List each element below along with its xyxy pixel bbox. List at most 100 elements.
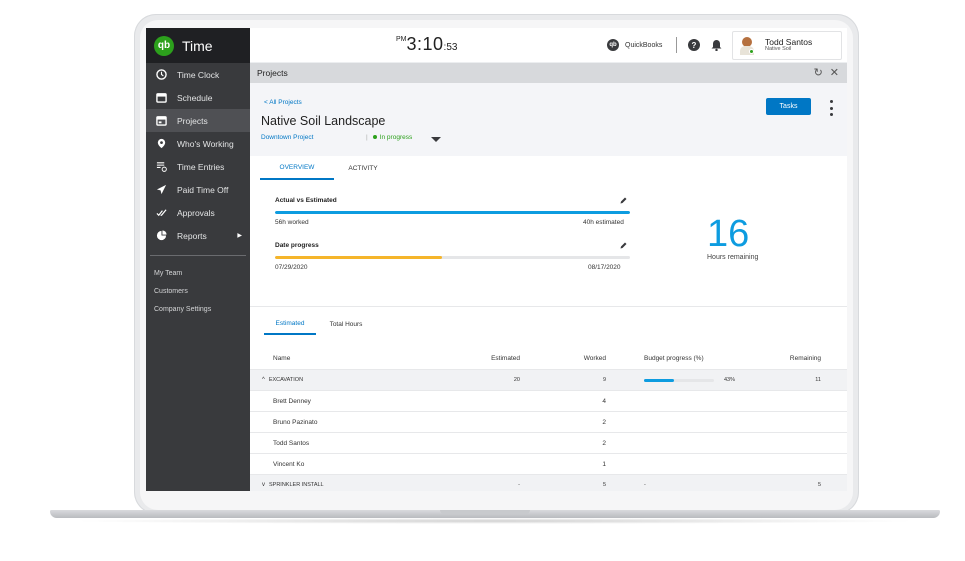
- cell-worked: 2: [602, 439, 606, 447]
- hours-remaining-label: Hours remaining: [707, 254, 759, 261]
- tab-activity[interactable]: ACTIVITY: [348, 164, 378, 172]
- sidebar-item-whos-working[interactable]: Who's Working: [146, 132, 250, 155]
- clock-icon: [155, 69, 167, 81]
- cell-name: Brett Denney: [273, 397, 311, 405]
- sidebar-item-reports[interactable]: Reports ▶: [146, 224, 250, 247]
- actual-vs-estimated-title: Actual vs Estimated: [275, 197, 337, 204]
- table-row[interactable]: Brett Denney 4: [250, 391, 847, 412]
- cell-estimated: 20: [513, 377, 520, 383]
- quickbooks-link[interactable]: qb QuickBooks: [607, 39, 662, 51]
- date-progress-title: Date progress: [275, 242, 319, 249]
- clock-seconds: :53: [443, 42, 458, 53]
- app-screen: qb Time Time Clock Schedule: [146, 28, 847, 491]
- budget-progress-fill: [644, 378, 675, 382]
- pie-chart-icon: [155, 230, 167, 242]
- hours-tabs: Estimated Total Hours: [264, 313, 376, 337]
- header-divider: [676, 37, 677, 53]
- project-panel: OVERVIEW ACTIVITY Actual vs Estimated 56…: [250, 156, 847, 491]
- user-menu[interactable]: Todd Santos Native Soil: [732, 31, 842, 60]
- time-entries-icon: [155, 161, 167, 173]
- quickbooks-icon: qb: [607, 39, 619, 51]
- top-header: PM3:10:53 qb QuickBooks ? Todd Santos Na…: [250, 28, 847, 63]
- sidebar-item-label: Time Clock: [177, 69, 220, 80]
- tab-overview[interactable]: OVERVIEW: [260, 156, 334, 180]
- table-row[interactable]: Bruno Pazinato 2: [250, 412, 847, 433]
- project-detail: < All Projects Native Soil Landscape Dow…: [250, 83, 847, 491]
- table-row-group[interactable]: v SPRINKLER INSTALL - 5 - 5: [250, 475, 847, 491]
- sidebar-item-projects[interactable]: Projects: [146, 109, 250, 132]
- page-title: Projects: [257, 68, 288, 78]
- cell-name: Todd Santos: [273, 439, 310, 447]
- brand[interactable]: qb Time: [146, 28, 250, 63]
- chevron-up-icon[interactable]: ^: [262, 377, 265, 383]
- col-budget-progress[interactable]: Budget progress (%): [644, 355, 704, 362]
- tasks-table: Name Estimated Worked Budget progress (%…: [250, 348, 847, 491]
- sidebar-item-label: Paid Time Off: [177, 184, 229, 195]
- tab-estimated[interactable]: Estimated: [264, 313, 316, 335]
- sidebar: qb Time Time Clock Schedule: [146, 28, 250, 491]
- edit-dates-pencil-icon[interactable]: [620, 242, 627, 249]
- sidebar-item-time-entries[interactable]: Time Entries: [146, 155, 250, 178]
- user-company: Native Soil: [765, 46, 792, 53]
- tasks-button[interactable]: Tasks: [766, 98, 811, 115]
- laptop-shadow: [70, 518, 920, 524]
- page-title-bar: Projects ↻ ✕: [250, 63, 847, 83]
- tab-total-hours[interactable]: Total Hours: [329, 320, 363, 328]
- budget-percent: 43%: [724, 377, 736, 383]
- table-row[interactable]: Todd Santos 2: [250, 433, 847, 454]
- status-label: In progress: [379, 134, 413, 141]
- chevron-down-icon[interactable]: v: [262, 482, 265, 488]
- cell-worked: 2: [602, 418, 606, 426]
- budget-progress-bar: [644, 378, 714, 382]
- sidebar-item-label: Projects: [177, 115, 208, 126]
- close-icon[interactable]: ✕: [829, 67, 839, 79]
- cell-name: Vincent Ko: [273, 460, 305, 468]
- overview-tabs: OVERVIEW ACTIVITY: [260, 156, 392, 180]
- cell-budget: 43%: [606, 377, 746, 383]
- current-time: PM3:10:53: [396, 34, 457, 55]
- all-projects-link[interactable]: < All Projects: [264, 99, 302, 106]
- quickbooks-label: QuickBooks: [625, 41, 663, 49]
- hours-estimated: 40h estimated: [583, 219, 624, 226]
- bell-icon[interactable]: [711, 39, 722, 51]
- sidebar-link-company-settings[interactable]: Company Settings: [154, 305, 212, 313]
- avatar: [739, 36, 755, 55]
- refresh-icon[interactable]: ↻: [813, 67, 823, 79]
- calendar-icon: [155, 92, 167, 104]
- project-status[interactable]: | In progress: [366, 134, 413, 141]
- sidebar-nav: Time Clock Schedule Projects: [146, 63, 250, 247]
- sidebar-item-label: Approvals: [177, 207, 215, 218]
- location-pin-icon: [155, 138, 167, 150]
- col-worked[interactable]: Worked: [583, 355, 606, 362]
- group-name: SPRINKLER INSTALL: [269, 482, 324, 488]
- col-remaining[interactable]: Remaining: [789, 355, 821, 362]
- sidebar-item-approvals[interactable]: Approvals: [146, 201, 250, 224]
- sidebar-link-customers[interactable]: Customers: [154, 287, 188, 295]
- help-icon[interactable]: ?: [688, 39, 700, 51]
- sidebar-divider: [150, 255, 246, 256]
- group-name: EXCAVATION: [268, 377, 304, 383]
- col-name[interactable]: Name: [273, 355, 291, 362]
- col-estimated[interactable]: Estimated: [491, 355, 520, 362]
- project-title: Native Soil Landscape: [261, 114, 386, 128]
- sidebar-link-my-team[interactable]: My Team: [154, 269, 183, 277]
- cell-remaining: 11: [815, 377, 821, 383]
- chevron-right-icon: ▶: [237, 233, 242, 239]
- status-dropdown-caret-icon[interactable]: [431, 137, 441, 142]
- cell-estimated: -: [518, 482, 520, 488]
- more-options-icon[interactable]: [829, 100, 833, 116]
- date-progress-fill: [275, 256, 442, 259]
- customer-link[interactable]: Downtown Project: [261, 134, 314, 141]
- table-row-group[interactable]: ^ EXCAVATION 20 9 43% 11: [250, 370, 847, 391]
- sidebar-item-time-clock[interactable]: Time Clock: [146, 63, 250, 86]
- sidebar-item-label: Time Entries: [177, 161, 225, 172]
- sidebar-item-schedule[interactable]: Schedule: [146, 86, 250, 109]
- start-date: 07/29/2020: [275, 264, 308, 271]
- hours-worked: 56h worked: [275, 219, 309, 226]
- edit-estimate-pencil-icon[interactable]: [620, 197, 627, 204]
- sidebar-item-paid-time-off[interactable]: Paid Time Off: [146, 178, 250, 201]
- table-row[interactable]: Vincent Ko 1: [250, 454, 847, 475]
- laptop-base: [50, 510, 940, 518]
- table-header: Name Estimated Worked Budget progress (%…: [250, 348, 847, 370]
- sidebar-item-label: Who's Working: [177, 138, 234, 149]
